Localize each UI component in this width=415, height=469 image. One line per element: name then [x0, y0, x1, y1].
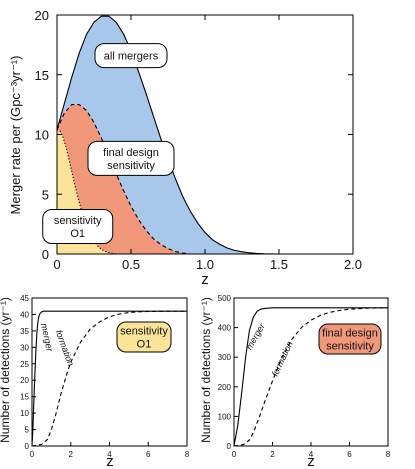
br-x-tick-label: 6	[347, 450, 352, 459]
bl-plot-frame	[31, 297, 188, 447]
br-y-tick-label: 400	[218, 324, 232, 333]
label-final-design-box	[87, 140, 175, 176]
top-y-tick-label: 0	[42, 247, 49, 262]
br-line-formation	[233, 307, 389, 447]
br-box-label-box	[318, 323, 382, 355]
br-x-tick-label: 8	[386, 450, 391, 459]
bl-y-tick-label: 25	[20, 360, 29, 369]
top-chart: 0 0.5 1.0 1.5 2.0 0 5 10 15 20 all mergers final d…	[8, 8, 362, 288]
top-y-tick-label: 5	[42, 187, 49, 202]
bl-y-tick-label: 30	[20, 343, 29, 352]
top-x-tick-label: 2.0	[344, 257, 362, 272]
top-y-axis-label: Merger rate per (Gpc⁻³yr⁻¹)	[8, 56, 23, 215]
bl-y-tick-label: 0	[25, 442, 30, 451]
label-all-mergers: all mergers	[104, 50, 159, 62]
bl-y-tick-label: 15	[20, 393, 29, 402]
label-sensitivity-o1: sensitivity O1	[54, 215, 102, 240]
bl-y-tick-label: 40	[20, 310, 29, 319]
br-series-label-merger: merger	[244, 321, 267, 352]
top-x-tick-label: 0.5	[122, 257, 140, 272]
bl-box-label-box	[116, 321, 172, 353]
top-ticks: 0 0.5 1.0 1.5 2.0 0 5 10 15 20	[35, 8, 363, 272]
bl-x-axis-label: z	[106, 453, 114, 469]
label-sensitivity-o1-box	[42, 209, 114, 245]
br-box-label: final design sensitivity	[322, 327, 378, 352]
bl-y-axis-label: Number of detections (yr⁻¹)	[0, 297, 12, 443]
br-y-axis-label: Number of detections (yr⁻¹)	[199, 297, 213, 443]
bl-box-label: sensitivity O1	[120, 325, 168, 350]
label-all-mergers-box	[94, 43, 168, 69]
br-y-tick-label: 100	[218, 412, 232, 421]
bl-series-label-formation: formation	[54, 329, 76, 368]
br-x-axis-label: z	[307, 453, 315, 469]
br-x-tick-label: 4	[309, 450, 314, 459]
br-series-label-formation: formation	[270, 340, 295, 378]
bl-x-tick-label: 0	[30, 450, 35, 459]
br-y-tick-label: 500	[218, 294, 232, 303]
top-y-tick-label: 15	[35, 68, 49, 83]
bl-series-label-merger: merger	[39, 322, 55, 353]
br-x-tick-label: 0	[232, 450, 237, 459]
bl-y-tick-label: 20	[20, 376, 29, 385]
top-x-tick-label: 0	[53, 257, 60, 272]
bl-y-tick-label: 45	[20, 294, 29, 303]
top-annotation-labels: all mergers final design sensitivity sensit…	[42, 43, 175, 245]
label-final-design: final design sensitivity	[103, 147, 159, 172]
bl-x-tick-label: 2	[69, 450, 74, 459]
top-y-tick-label: 20	[35, 8, 49, 23]
top-x-tick-label: 1.0	[196, 257, 214, 272]
bl-x-tick-label: 4	[107, 450, 112, 459]
bottom-left-chart: 0 2 4 6 8 0 5 10 15 20 25 30 35 40 45 sensitivity O1 mer…	[0, 294, 190, 469]
bl-x-tick-label: 6	[146, 450, 151, 459]
bottom-right-chart: 0 2 4 6 8 0 100 200 300 400 500 final design sensit…	[199, 294, 391, 469]
br-y-tick-label: 200	[218, 383, 232, 392]
bl-x-tick-label: 8	[185, 450, 190, 459]
br-line-merger	[233, 307, 388, 447]
bl-line-formation	[31, 310, 187, 447]
top-x-tick-label: 1.5	[270, 257, 288, 272]
br-x-tick-label: 2	[270, 450, 275, 459]
bl-y-tick-label: 35	[20, 327, 29, 336]
br-y-tick-label: 0	[227, 442, 232, 451]
area-line-2	[57, 104, 191, 254]
bl-line-merger	[31, 310, 187, 447]
area-line-3	[57, 129, 117, 254]
br-y-tick-label: 300	[218, 353, 232, 362]
bl-y-tick-label: 10	[20, 409, 29, 418]
bl-y-tick-label: 5	[25, 426, 30, 435]
top-x-axis-label: z	[201, 271, 209, 288]
top-y-tick-label: 10	[35, 128, 49, 143]
